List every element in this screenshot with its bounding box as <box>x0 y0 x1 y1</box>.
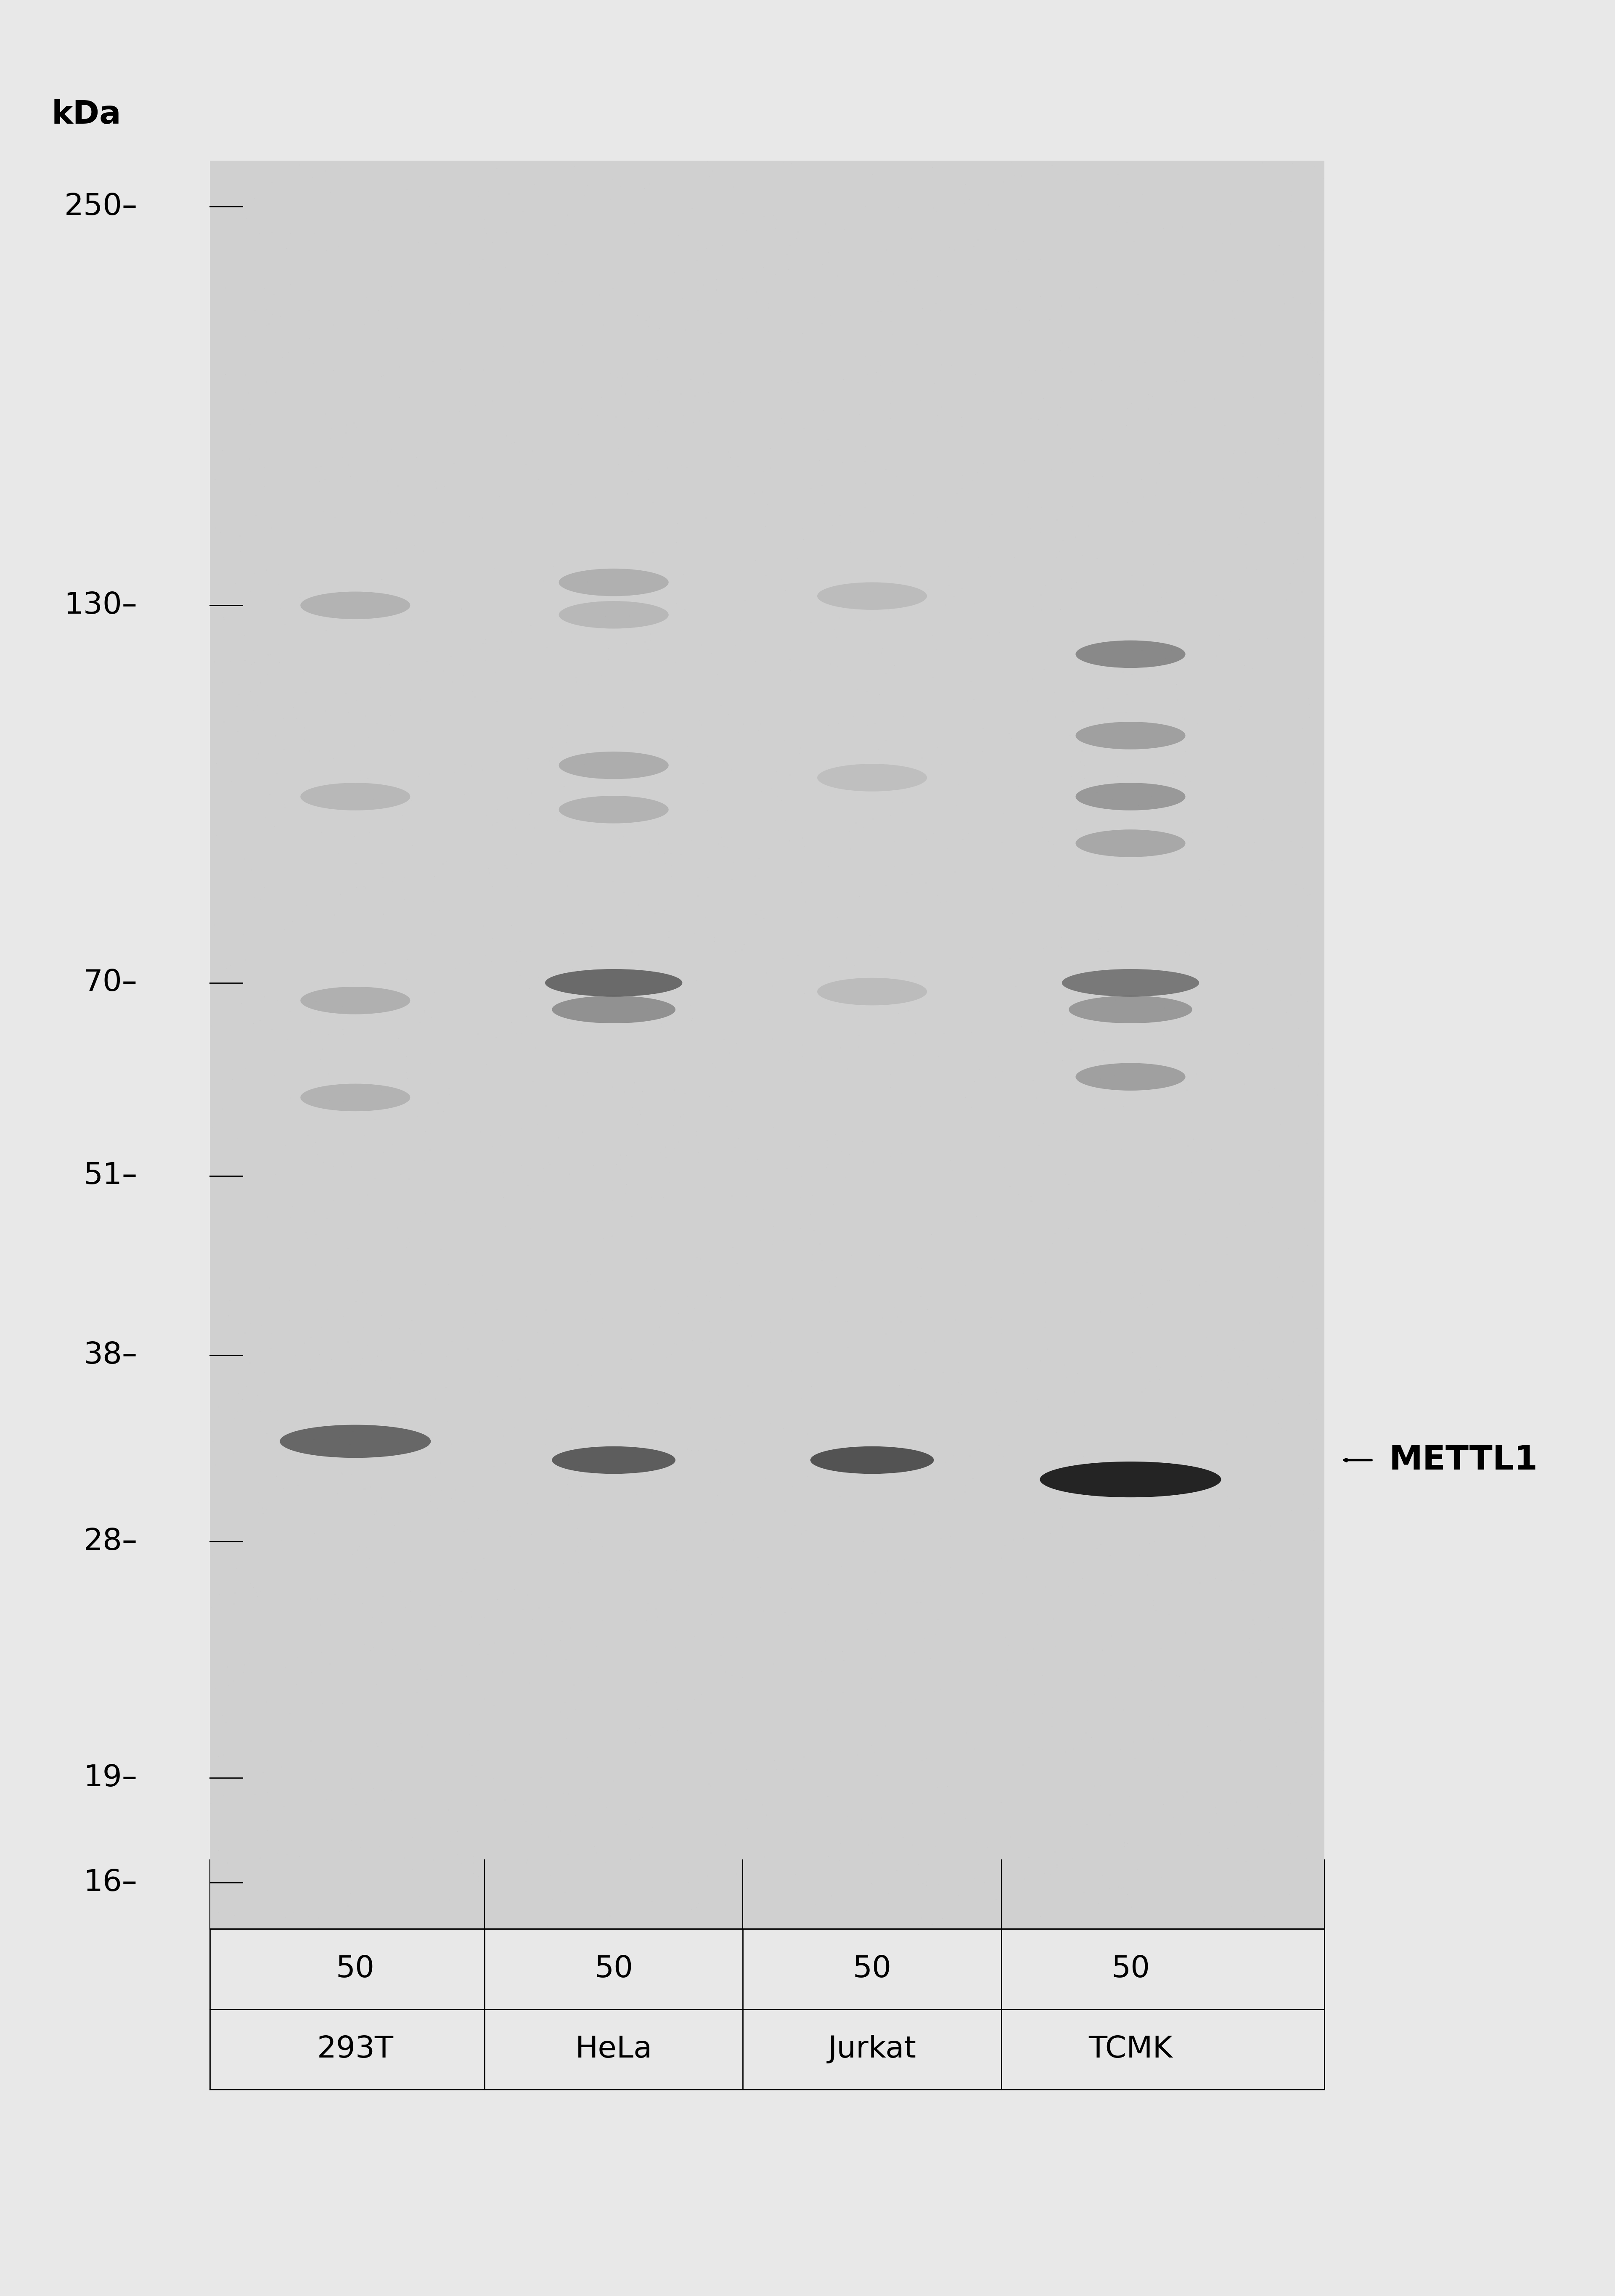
Bar <box>210 161 1324 1929</box>
Ellipse shape <box>1040 1463 1221 1497</box>
Ellipse shape <box>300 783 410 810</box>
Text: TCMK: TCMK <box>1089 2034 1172 2064</box>
Text: 28–: 28– <box>84 1527 137 1557</box>
Ellipse shape <box>552 996 675 1024</box>
Text: 51–: 51– <box>84 1162 137 1189</box>
Ellipse shape <box>1076 721 1185 748</box>
Text: 70–: 70– <box>84 969 137 996</box>
Text: 38–: 38– <box>84 1341 137 1371</box>
Text: kDa: kDa <box>52 99 121 131</box>
Text: 16–: 16– <box>84 1869 137 1896</box>
Text: 250–: 250– <box>65 193 137 220</box>
Ellipse shape <box>1069 996 1192 1024</box>
Ellipse shape <box>552 1446 675 1474</box>
Text: HeLa: HeLa <box>575 2034 652 2064</box>
Ellipse shape <box>300 592 410 620</box>
Ellipse shape <box>300 1084 410 1111</box>
Ellipse shape <box>817 583 927 611</box>
Text: Jurkat: Jurkat <box>828 2034 916 2064</box>
Ellipse shape <box>559 797 669 824</box>
Ellipse shape <box>1076 829 1185 856</box>
Ellipse shape <box>559 569 669 597</box>
Text: 293T: 293T <box>317 2034 394 2064</box>
Ellipse shape <box>817 978 927 1006</box>
Ellipse shape <box>1076 1063 1185 1091</box>
Text: 50: 50 <box>853 1954 891 1984</box>
Text: 50: 50 <box>594 1954 633 1984</box>
Text: 130–: 130– <box>65 590 137 620</box>
Ellipse shape <box>1076 641 1185 668</box>
Ellipse shape <box>279 1426 431 1458</box>
Text: METTL1: METTL1 <box>1389 1444 1537 1476</box>
Ellipse shape <box>1076 783 1185 810</box>
Text: 19–: 19– <box>84 1763 137 1793</box>
Ellipse shape <box>559 602 669 629</box>
Ellipse shape <box>1063 969 1198 996</box>
Ellipse shape <box>811 1446 933 1474</box>
Ellipse shape <box>300 987 410 1015</box>
Text: 50: 50 <box>336 1954 375 1984</box>
Ellipse shape <box>559 751 669 778</box>
Ellipse shape <box>817 765 927 792</box>
Ellipse shape <box>546 969 683 996</box>
Text: 50: 50 <box>1111 1954 1150 1984</box>
